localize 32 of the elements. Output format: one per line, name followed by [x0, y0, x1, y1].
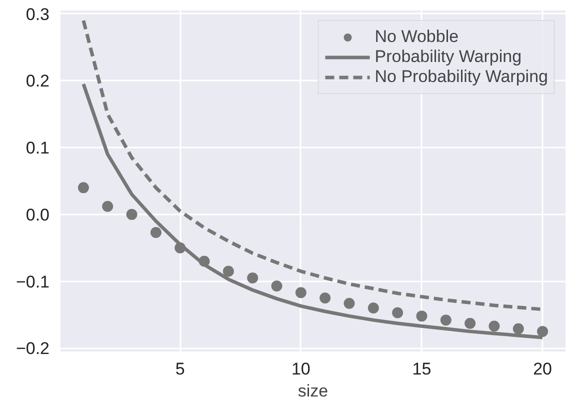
- y-tick-label: 0.2: [26, 72, 50, 91]
- point: [295, 287, 306, 298]
- point: [222, 266, 234, 277]
- y-tick-label: 0.0: [26, 205, 50, 224]
- point: [416, 310, 428, 322]
- legend-label: No Wobble: [374, 27, 459, 47]
- point: [102, 200, 114, 212]
- point: [320, 292, 331, 304]
- y-tick-label: −0.1: [16, 272, 50, 292]
- y-tick-label: 0.1: [26, 138, 50, 158]
- x-tick-label: 5: [175, 360, 185, 378]
- point: [126, 208, 138, 220]
- x-axis-title: size: [298, 382, 328, 400]
- point: [150, 226, 162, 238]
- point: [392, 307, 404, 318]
- point: [78, 182, 89, 194]
- y-tick-label: 0.3: [26, 4, 50, 24]
- point: [512, 323, 524, 334]
- point: [271, 280, 282, 292]
- point: [488, 320, 500, 332]
- point: [537, 326, 548, 337]
- x-tick-label: 10: [291, 360, 310, 378]
- y-tick-label: −0.2: [16, 339, 50, 358]
- legend-label: No Probability Warping: [374, 67, 548, 87]
- point: [368, 302, 379, 314]
- point: [247, 272, 258, 284]
- point: [464, 318, 476, 329]
- point: [344, 298, 355, 309]
- point: [440, 314, 452, 326]
- x-tick-label: 15: [412, 360, 432, 378]
- x-tick-label: 20: [533, 360, 552, 378]
- legend-label: Probability Warping: [374, 47, 522, 67]
